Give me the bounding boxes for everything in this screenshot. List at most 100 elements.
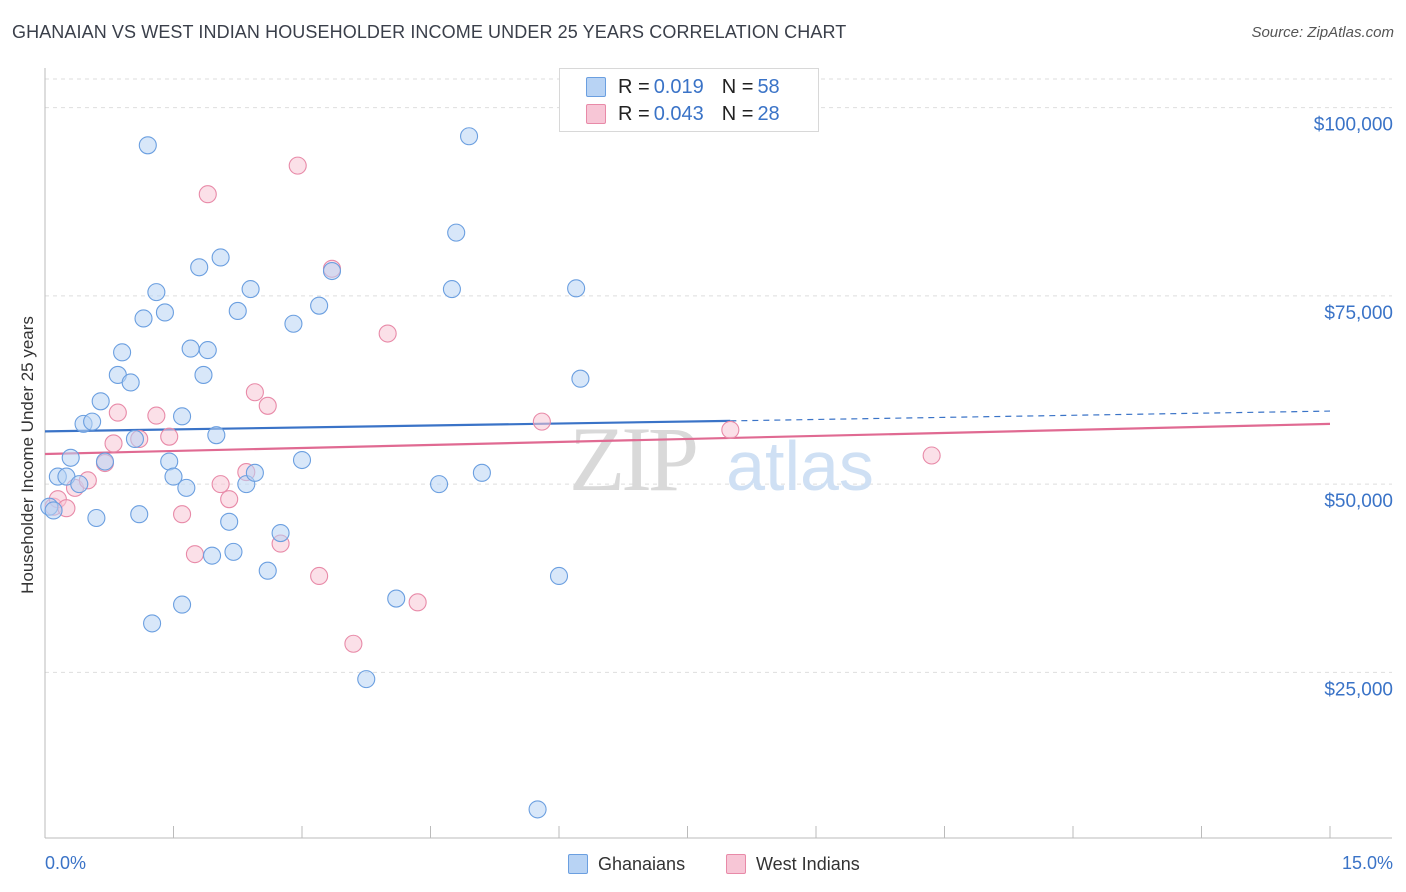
ghanaian-point <box>271 524 290 543</box>
y-tick-label: $25,000 <box>1324 679 1393 700</box>
bottom-legend-ghanaians: Ghanaians <box>568 852 685 876</box>
legend-row-west-indians: R = 0.043 N = 28 <box>586 102 798 126</box>
legend-n-label: N = <box>721 75 754 98</box>
west-indian-point <box>220 490 239 509</box>
watermark-atlas: atlas <box>726 427 874 505</box>
data-points <box>40 127 941 819</box>
ghanaian-point <box>138 136 157 155</box>
ghanaian-point <box>181 339 200 358</box>
legend-r-label: R = <box>618 75 650 98</box>
west-indian-point <box>288 156 307 175</box>
ghanaian-point <box>245 463 264 482</box>
ghanaian-point <box>211 248 230 267</box>
west-indian-point <box>258 396 277 415</box>
ghanaian-point <box>258 561 277 580</box>
west-indian-point <box>245 383 264 402</box>
west-indian-point <box>160 427 179 446</box>
legend-r-value: 0.019 <box>653 75 704 98</box>
ghanaian-point <box>220 512 239 531</box>
x-tick-label: 15.0% <box>1342 853 1393 873</box>
ghanaian-point <box>224 542 243 561</box>
chart-source: Source: ZipAtlas.com <box>1251 24 1394 41</box>
west-indian-point <box>378 324 397 343</box>
ghanaian-point <box>173 595 192 614</box>
ghanaian-point <box>292 450 312 470</box>
ghanaian-point <box>430 475 449 494</box>
legend-n-value: 58 <box>757 75 780 98</box>
ghanaian-point <box>125 429 144 448</box>
y-axis-label: Householder Income Under 25 years <box>18 316 37 594</box>
ghanaian-trend-extension <box>730 410 1331 422</box>
ghanaian-point <box>442 280 461 299</box>
legend-row-ghanaians: R = 0.019 N = 58 <box>586 75 798 99</box>
legend-swatch-west-indians <box>586 104 606 124</box>
ghanaian-point <box>228 301 247 320</box>
bottom-legend-west-indians: West Indians <box>726 852 860 876</box>
west-indian-trend-line <box>44 422 1331 456</box>
legend-r-value: 0.043 <box>653 102 704 125</box>
ghanaian-point <box>173 407 192 426</box>
ghanaian-point <box>143 614 162 633</box>
west-indian-point <box>532 412 551 431</box>
ghanaian-point <box>83 412 102 431</box>
legend-swatch-ghanaians <box>586 77 606 97</box>
ghanaian-point <box>459 127 479 146</box>
ghanaian-point <box>207 426 226 445</box>
watermark: ZIP atlas <box>569 408 874 510</box>
west-indian-point <box>108 403 127 422</box>
west-indian-point <box>408 593 427 612</box>
legend-r-label: R = <box>618 102 650 125</box>
ghanaian-point <box>121 373 140 392</box>
ghanaian-point <box>113 343 132 362</box>
trend-lines <box>44 410 1331 456</box>
x-tick-label: 0.0% <box>45 853 86 873</box>
ghanaian-point <box>70 475 89 494</box>
ghanaian-point <box>447 223 466 242</box>
y-tick-label: $75,000 <box>1324 303 1393 324</box>
axes <box>44 68 1392 839</box>
legend-n-value: 28 <box>757 102 780 125</box>
ghanaian-point <box>177 478 196 497</box>
ghanaian-point <box>147 283 166 302</box>
ghanaian-point <box>91 392 110 411</box>
west-indian-point <box>211 475 230 494</box>
y-tick-label: $100,000 <box>1314 115 1393 136</box>
ghanaian-point <box>87 508 106 528</box>
watermark-zip: ZIP <box>569 408 696 510</box>
ghanaian-point <box>194 365 213 384</box>
ghanaian-point <box>130 505 149 524</box>
west-indian-point <box>104 434 123 453</box>
grid-lines <box>45 78 1392 673</box>
ghanaian-point <box>44 501 63 520</box>
ghanaian-point <box>567 279 586 298</box>
ghanaian-point <box>95 452 115 471</box>
ghanaian-point <box>61 448 80 467</box>
bottom-legend-swatch-west-indians <box>726 854 746 874</box>
ghanaian-trend-line <box>44 419 731 433</box>
ghanaian-point <box>528 800 547 819</box>
west-indian-point <box>721 420 740 439</box>
ghanaian-point <box>357 670 376 689</box>
west-indian-point <box>173 505 192 524</box>
ghanaian-point <box>310 296 329 315</box>
ghanaian-point <box>160 452 179 471</box>
legend-n-label: N = <box>721 102 754 125</box>
ghanaian-point <box>472 463 491 482</box>
ghanaian-point <box>164 467 183 486</box>
ghanaian-point <box>549 566 569 586</box>
bottom-legend-swatch-ghanaians <box>568 854 588 874</box>
ghanaian-point <box>203 546 222 565</box>
ghanaian-point <box>284 314 303 333</box>
west-indian-point <box>198 185 217 204</box>
ghanaian-point <box>241 280 260 299</box>
bottom-legend-label-ghanaians: Ghanaians <box>598 853 686 874</box>
west-indian-point <box>344 634 363 653</box>
ghanaian-point <box>322 261 342 281</box>
ghanaian-point <box>190 258 209 277</box>
west-indian-point <box>310 566 329 586</box>
ghanaian-point <box>155 303 174 322</box>
tick-labels: $25,000 $50,000 $75,000 $100,000 0.0% 15.0% <box>45 115 1393 873</box>
west-indian-point <box>147 406 166 425</box>
legend-box: R = 0.019 N = 58 R = 0.043 N = 28 <box>559 68 819 132</box>
